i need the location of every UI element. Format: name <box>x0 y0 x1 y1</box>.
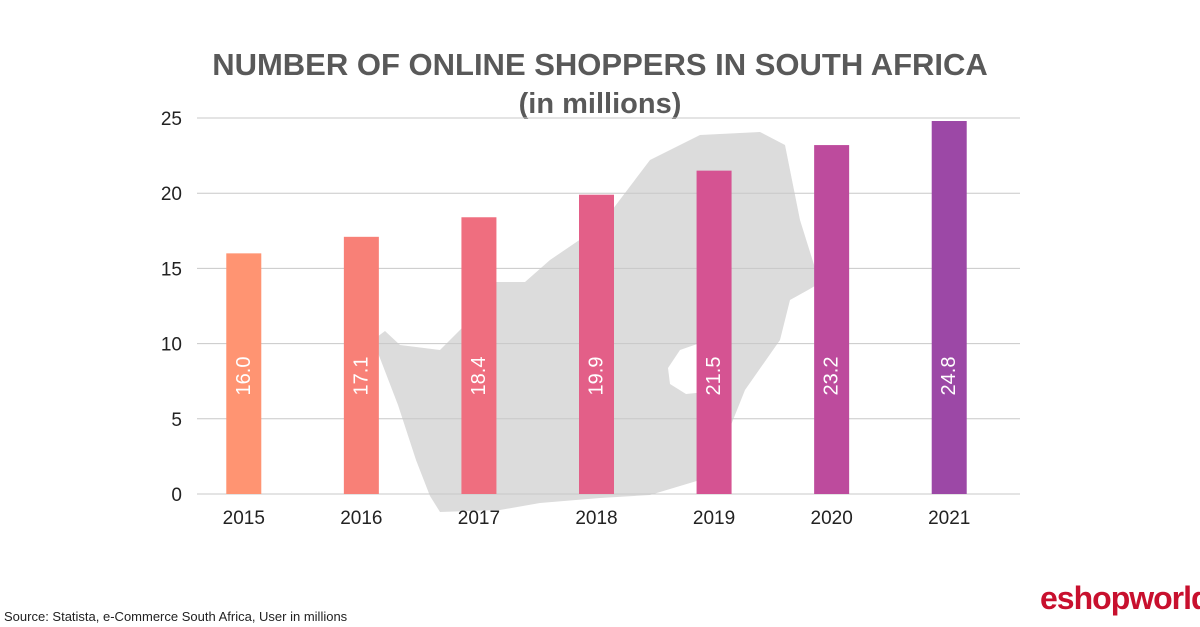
data-label-2019: 21.5 <box>703 357 725 396</box>
data-label-2018: 19.9 <box>586 357 608 396</box>
y-tick-label: 25 <box>161 109 182 130</box>
bar-2019 <box>696 170 732 494</box>
x-tick-label: 2017 <box>458 508 500 529</box>
source-note: Source: Statista, e-Commerce South Afric… <box>4 609 348 624</box>
bar-2016 <box>343 236 379 495</box>
chart-subtitle: (in millions) <box>519 88 682 120</box>
y-tick-label: 15 <box>161 259 182 280</box>
data-label-2015: 16.0 <box>233 357 255 396</box>
y-tick-label: 0 <box>171 485 182 506</box>
y-tick-label: 10 <box>161 335 182 356</box>
x-tick-label: 2016 <box>340 508 382 529</box>
x-tick-label: 2018 <box>575 508 617 529</box>
data-label-2020: 23.2 <box>821 357 843 396</box>
bar-2015 <box>226 253 262 494</box>
x-tick-label: 2020 <box>811 508 853 529</box>
data-label-2017: 18.4 <box>468 357 490 396</box>
y-tick-label: 20 <box>161 184 182 205</box>
bar-2017 <box>461 217 497 494</box>
bar-2020 <box>814 145 850 494</box>
y-axis-ticks: 0 5 10 15 20 25 <box>161 109 182 506</box>
data-label-2021: 24.8 <box>938 357 960 396</box>
data-label-2016: 17.1 <box>350 357 372 396</box>
x-tick-label: 2021 <box>928 508 970 529</box>
x-tick-label: 2019 <box>693 508 735 529</box>
chart-title: NUMBER OF ONLINE SHOPPERS IN SOUTH AFRIC… <box>212 47 988 82</box>
data-labels: 16.0 17.1 18.4 19.9 21.5 23.2 24.8 <box>233 357 960 396</box>
x-axis-ticks: 2015 2016 2017 2018 2019 2020 2021 <box>223 508 971 529</box>
bars <box>226 121 967 495</box>
bar-2021 <box>931 121 967 495</box>
x-tick-label: 2015 <box>223 508 265 529</box>
bar-2018 <box>579 194 614 495</box>
eshopworld-logo[interactable]: eshopworld <box>1040 580 1200 616</box>
y-tick-label: 5 <box>171 410 182 431</box>
